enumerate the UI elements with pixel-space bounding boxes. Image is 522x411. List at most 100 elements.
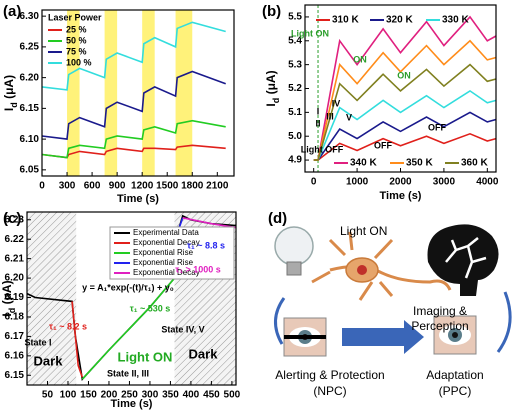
highlight-band: [175, 10, 193, 176]
legend-label: Exponential Decay: [133, 268, 200, 277]
legend-label: Exponential Rise: [133, 258, 194, 267]
x-tick-label: 1800: [181, 181, 204, 192]
series-line: [313, 132, 497, 161]
legend-label: Experimental Data: [133, 228, 199, 237]
y-tick-label: 6.25: [20, 42, 40, 53]
annotation: State II, III: [107, 368, 149, 378]
y-axis-label-part: d: [9, 102, 19, 108]
y-tick-label: 5.4: [288, 35, 302, 46]
series-line: [313, 15, 497, 161]
y-axis-label-part: I: [0, 313, 14, 316]
chart-panel: 0 300 600 900 1200 1500 1800 2100 6.05 6.10 6.15 6.…: [2, 3, 235, 205]
y-axis-label-part: d: [7, 308, 17, 314]
panel-label: (c): [3, 210, 21, 227]
y-axis-label: Id (μA): [0, 280, 17, 316]
y-tick-label: 6.19: [5, 292, 25, 303]
legend-label: 350 K: [406, 158, 433, 169]
y-tick-label: 6.16: [5, 350, 25, 361]
y-tick-label: 5.1: [288, 107, 302, 118]
panel-label: (a): [3, 3, 21, 20]
y-tick-label: 5.3: [288, 59, 302, 70]
plot-frame: [41, 9, 235, 177]
y-tick-label: 5.0: [288, 131, 302, 142]
x-tick-label: 250: [121, 390, 138, 401]
x-tick-label: 900: [109, 181, 126, 192]
x-tick-label: 0: [39, 181, 45, 192]
series-line: [313, 89, 497, 161]
panel-label: (b): [262, 3, 281, 20]
diagram-label: Light ON: [340, 224, 387, 238]
x-tick-label: 150: [80, 390, 97, 401]
diagram-label: Adaptation: [426, 368, 483, 382]
highlight-band: [142, 10, 155, 176]
chart-panel: 0 1000 2000 3000 4000 4.9 5.0 5.1 5.2 5.3 5.4 5.5 (b…: [262, 3, 499, 202]
x-tick-label: 100: [60, 390, 77, 401]
y-axis-label-part: (μA): [0, 280, 14, 307]
x-tick-label: 2100: [206, 181, 229, 192]
annotation: y = A₁*exp(-(t)/τ₁) + y₀: [82, 282, 174, 292]
x-tick-label: 0: [311, 177, 317, 188]
x-tick-label: 300: [142, 390, 159, 401]
legend-label: Exponential Decay: [133, 238, 200, 247]
annotation: OFF: [374, 140, 392, 150]
y-axis-label-part: (μA): [2, 75, 16, 102]
series-line: [313, 39, 497, 161]
highlight-band: [104, 10, 118, 176]
series-line: [41, 70, 226, 140]
x-tick-label: 500: [224, 390, 241, 401]
legend-label: 340 K: [350, 158, 377, 169]
plot-frame: [26, 211, 237, 386]
neuron-icon: [311, 231, 452, 301]
diagram-label: Alerting & Protection: [275, 368, 384, 382]
x-tick-label: 300: [59, 181, 76, 192]
eye-right: [433, 315, 477, 355]
legend-title: Laser Power: [48, 12, 102, 22]
y-tick-label: 6.20: [20, 72, 40, 83]
series-line: [71, 301, 84, 378]
y-axis-label-part: I: [2, 108, 16, 111]
x-tick-label: 1000: [346, 177, 369, 188]
annotation: τ₁ > 1000 s: [175, 264, 221, 274]
series-line: [41, 144, 226, 159]
annotation: State I: [24, 337, 51, 347]
y-axis-label-part: (μA): [264, 70, 278, 97]
x-tick-label: 3000: [433, 177, 456, 188]
y-axis-label-part: d: [271, 98, 281, 104]
annotation: III: [326, 111, 334, 121]
y-tick-label: 6.18: [5, 312, 25, 323]
arrow: [342, 320, 424, 354]
diagram-label: (PPC): [439, 384, 472, 398]
series-line: [313, 111, 497, 161]
y-axis-label: Id (μA): [264, 70, 281, 106]
legend-label: 75 %: [66, 46, 87, 56]
x-tick-label: 600: [84, 181, 101, 192]
highlight-band: [67, 10, 80, 176]
x-tick-label: 4000: [476, 177, 499, 188]
annotation: V: [346, 112, 352, 122]
x-tick-label: 50: [42, 390, 54, 401]
y-tick-label: 6.21: [5, 253, 25, 264]
arrow: [496, 291, 512, 353]
y-tick-label: 6.15: [20, 103, 40, 114]
y-tick-label: 6.23: [5, 214, 25, 225]
legend-label: 320 K: [386, 15, 413, 26]
arrow: [274, 297, 286, 345]
legend-label: 25 %: [66, 24, 87, 34]
annotation: II: [315, 118, 320, 128]
legend-label: Exponential Rise: [133, 248, 194, 257]
diagram-label: Perception: [411, 319, 468, 333]
annotation: IV: [332, 98, 341, 108]
legend-label: 330 K: [442, 15, 469, 26]
eye-left: [283, 317, 327, 357]
chart-panel: 50 100 150 200 250 300 350 400 450 500 6.15 6.16 6.1…: [0, 210, 241, 410]
y-tick-label: 6.22: [5, 234, 25, 245]
x-tick-label: 1200: [131, 181, 154, 192]
annotation: Light ON: [291, 28, 329, 38]
y-tick-label: 6.20: [5, 273, 25, 284]
diagram: (d) Light ON Imaging & Perceptio: [268, 210, 512, 398]
x-axis-label: Time (s): [111, 398, 153, 410]
y-tick-label: 4.9: [288, 155, 302, 166]
y-tick-label: 6.30: [20, 11, 40, 22]
annotation: τ₁ ~ 530 s: [130, 303, 171, 313]
legend-label: 50 %: [66, 35, 87, 45]
